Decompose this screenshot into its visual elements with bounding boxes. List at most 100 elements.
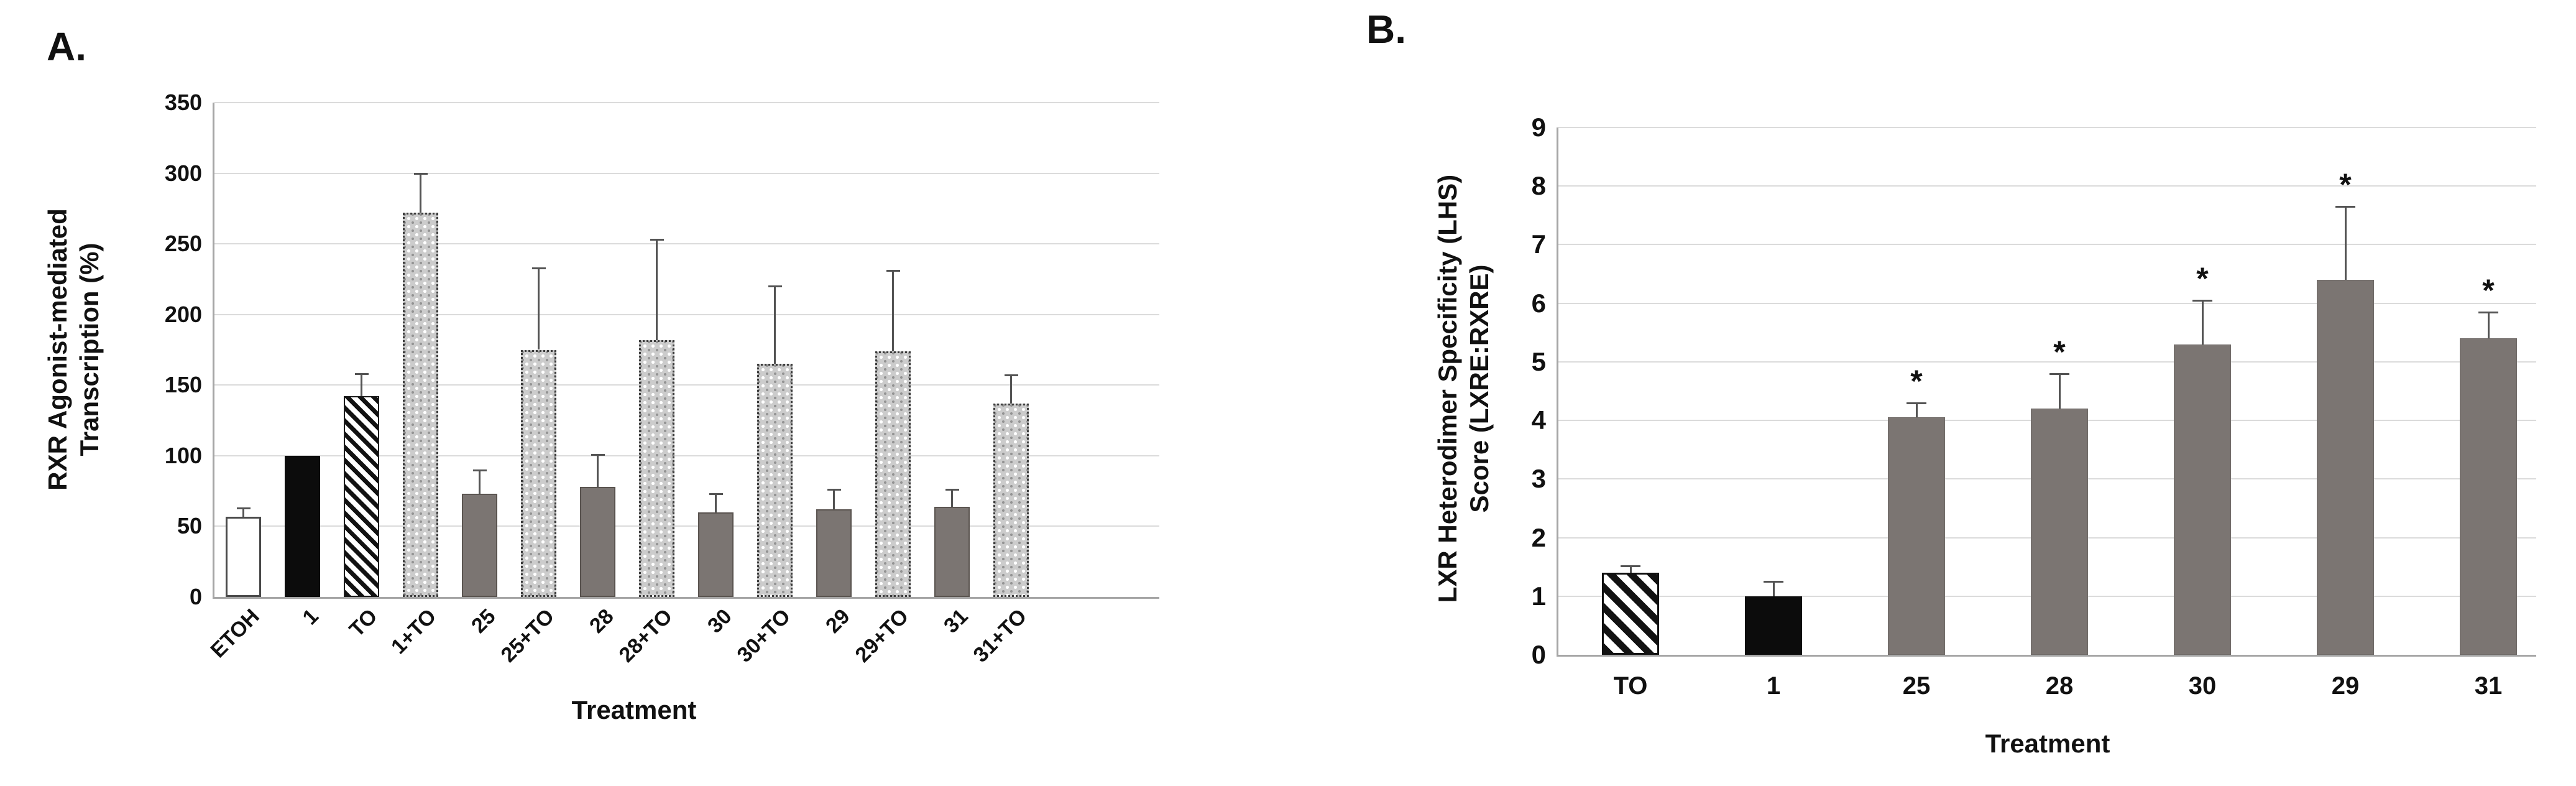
bar-31 [934, 506, 970, 597]
y-axis-line [1557, 127, 1558, 655]
error-bar-cap-1 [1764, 581, 1783, 583]
error-bar-TO [1629, 565, 1632, 573]
bar-1+TO [403, 213, 438, 597]
bar-TO [1602, 573, 1659, 655]
panel-b-plot-area: * * * * * [1557, 127, 2536, 657]
error-bar-cap-28 [591, 453, 605, 456]
error-bar-cap-29 [827, 489, 841, 491]
panel-a-plot-area [213, 102, 1159, 599]
gridline-y-150 [214, 384, 1159, 386]
error-bar-cap-29 [2335, 206, 2355, 208]
error-bar-cap-28+TO [650, 239, 664, 241]
gridline-y-300 [214, 172, 1159, 174]
panel-b-y-axis-title-line1: LXR Heterodimer Specificity (LHS) [1432, 174, 1462, 603]
x-category-label-31+TO: 31+TO [968, 604, 1032, 667]
x-category-label-1: 1 [298, 604, 323, 630]
bar-28 [580, 486, 615, 597]
x-category-label-ETOH: ETOH [206, 604, 264, 663]
bar-ETOH [226, 516, 261, 597]
x-category-label-29+TO: 29+TO [850, 604, 914, 667]
error-bar-31 [2487, 312, 2490, 339]
x-axis-line [1557, 655, 2536, 657]
error-bar-cap-25 [472, 469, 487, 471]
error-bar-cap-30 [2192, 299, 2212, 302]
error-bar-cap-25 [1907, 402, 1926, 404]
y-tick-label-300: 300 [164, 160, 202, 186]
error-bar-1 [1772, 581, 1775, 596]
error-bar-cap-31 [945, 489, 959, 491]
error-bar-29+TO [892, 270, 894, 351]
bar-1 [1745, 596, 1802, 655]
error-bar-30 [715, 494, 717, 512]
error-bar-25 [1915, 402, 1918, 418]
x-category-label-25: 25 [466, 604, 500, 638]
x-category-label-29: 29 [2331, 672, 2360, 700]
panel-a-y-axis-title-line1: RXR Agonist-mediated [42, 208, 72, 491]
error-bar-cap-31 [2478, 311, 2498, 313]
error-bar-29 [833, 489, 835, 510]
y-tick-label-4: 4 [1531, 405, 1546, 435]
bar-25+TO [521, 349, 556, 597]
y-tick-label-3: 3 [1531, 464, 1546, 494]
gridline-y-7 [1558, 244, 2536, 246]
bar-30 [2174, 344, 2231, 655]
x-category-label-1: 1 [1766, 672, 1781, 700]
y-axis-line [213, 103, 214, 597]
gridline-y-8 [1558, 185, 2536, 187]
panel-a-y-axis-title-line2: Transcription (%) [75, 243, 104, 456]
x-category-label-TO: TO [1613, 672, 1648, 700]
bar-28+TO [639, 340, 674, 597]
gridline-y-100 [214, 455, 1159, 456]
x-category-label-30+TO: 30+TO [732, 604, 796, 667]
gridline-y-200 [214, 313, 1159, 315]
y-tick-label-50: 50 [177, 513, 202, 539]
panel-b: B. LXR Heterodimer Specificity (LHS) Sco… [1288, 0, 2576, 786]
bar-31 [2460, 338, 2517, 655]
x-category-label-31: 31 [939, 604, 973, 638]
error-bar-ETOH [242, 507, 244, 517]
bar-29+TO [875, 351, 911, 597]
y-tick-label-350: 350 [164, 90, 202, 115]
gridline-y-50 [214, 525, 1159, 527]
gridline-y-250 [214, 243, 1159, 245]
x-category-label-30: 30 [2188, 672, 2217, 700]
y-tick-label-9: 9 [1531, 113, 1546, 142]
error-bar-cap-31+TO [1004, 374, 1018, 377]
error-bar-31+TO [1010, 375, 1012, 404]
panel-b-x-axis-title: Treatment [1985, 729, 2110, 758]
error-bar-1+TO [420, 173, 421, 213]
gridline-y-9 [1558, 127, 2536, 128]
bar-25 [462, 494, 497, 597]
bar-TO [344, 396, 379, 597]
error-bar-cap-30+TO [768, 285, 782, 288]
bar-31+TO [993, 403, 1029, 597]
x-category-label-28: 28 [2045, 672, 2074, 700]
error-bar-25 [479, 469, 481, 494]
panel-a-label: A. [47, 24, 86, 69]
x-category-label-30: 30 [702, 604, 737, 638]
error-bar-31 [951, 489, 953, 507]
error-bar-cap-ETOH [236, 507, 251, 509]
y-tick-label-100: 100 [164, 442, 202, 468]
error-bar-cap-TO [1621, 565, 1640, 567]
bar-30+TO [757, 364, 793, 597]
x-category-label-28+TO: 28+TO [614, 604, 678, 667]
error-bar-cap-30 [709, 493, 723, 496]
y-tick-label-0: 0 [189, 584, 202, 609]
x-category-label-28: 28 [584, 604, 619, 638]
error-bar-30+TO [774, 286, 776, 364]
significance-asterisk-25: * [1910, 363, 1923, 399]
error-bar-30 [2201, 300, 2204, 344]
gridline-y-5 [1558, 361, 2536, 363]
x-category-label-25+TO: 25+TO [496, 604, 559, 667]
x-category-label-31: 31 [2474, 672, 2503, 700]
bar-25 [1888, 417, 1945, 655]
error-bar-cap-28 [2049, 372, 2069, 375]
error-bar-cap-29+TO [886, 270, 900, 272]
error-bar-25+TO [538, 267, 540, 350]
panel-b-label: B. [1366, 7, 1406, 52]
bar-29 [816, 509, 852, 597]
bar-30 [698, 512, 734, 597]
bar-28 [2031, 409, 2088, 655]
